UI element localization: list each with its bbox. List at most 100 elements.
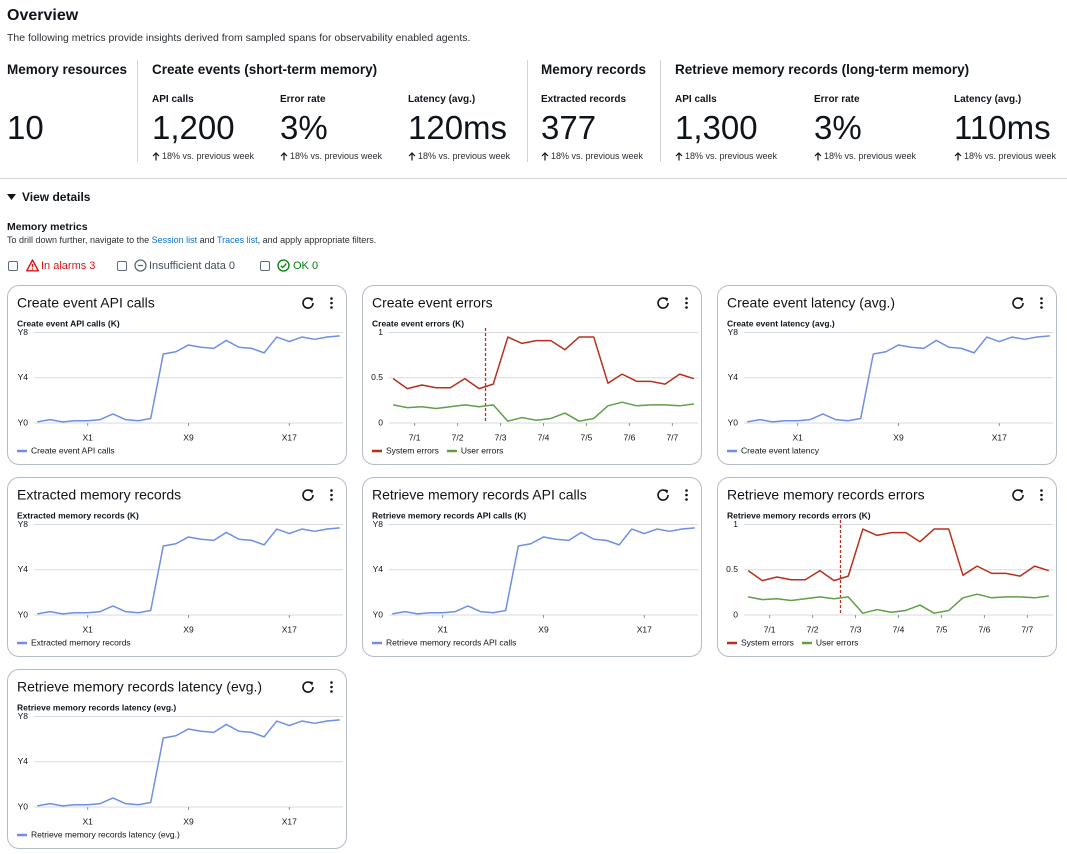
legend-label: Extracted memory records <box>31 637 131 647</box>
separator <box>527 60 528 162</box>
refresh-button[interactable] <box>1012 297 1024 309</box>
group-title: Create events (short-term memory) <box>152 62 378 77</box>
metric-change: 18% vs. previous week <box>152 151 254 161</box>
menu-dot <box>1040 493 1043 497</box>
divider <box>0 178 1067 179</box>
x-tick-label: X17 <box>282 816 297 826</box>
link[interactable]: Traces list <box>216 235 258 245</box>
widget-title: Create event API calls <box>17 295 155 311</box>
widget-card: Retrieve memory records errors Retrieve m… <box>717 477 1057 657</box>
metric-value: 377 <box>541 109 597 146</box>
group-title: Memory records <box>541 62 647 77</box>
widget-chart: Create event errors Create event errors (… <box>371 295 698 455</box>
menu-button[interactable] <box>330 489 333 501</box>
metric-label: Latency (avg.) <box>408 94 476 105</box>
separator <box>660 60 661 162</box>
menu-button[interactable] <box>330 297 333 309</box>
x-tick-label: X1 <box>82 816 93 826</box>
x-tick-label: 7/4 <box>538 432 550 442</box>
x-tick-label: 7/3 <box>850 624 862 634</box>
refresh-arrow <box>309 489 314 494</box>
refresh-arrow <box>664 489 669 494</box>
refresh-arrow <box>1019 489 1024 494</box>
refresh-button[interactable] <box>657 297 669 309</box>
menu-dot <box>1040 489 1043 492</box>
arrow-up-icon <box>280 151 288 160</box>
y-tick-label: Y0 <box>18 609 29 619</box>
legend-label: Retrieve memory records API calls <box>386 637 516 647</box>
menu-dot <box>685 498 688 501</box>
menu-dot <box>1040 297 1043 300</box>
y-tick-label: 1 <box>378 327 383 337</box>
metric-change: 18% vs. previous week <box>280 151 382 161</box>
menu-button[interactable] <box>330 681 333 693</box>
metric-value: 10 <box>7 109 44 146</box>
x-tick-label: X1 <box>82 432 93 442</box>
widget-card: Create event API calls Create event API c… <box>7 285 347 465</box>
legend-label: System errors <box>741 637 794 647</box>
x-tick-label: 7/4 <box>893 624 905 634</box>
menu-dot <box>330 301 333 305</box>
menu-dot <box>1040 301 1043 305</box>
y-tick-label: 0.5 <box>726 564 738 574</box>
menu-dot <box>330 493 333 497</box>
widget-title: Retrieve memory records latency (evg.) <box>17 679 262 695</box>
refresh-button[interactable] <box>302 681 314 693</box>
widget-chart: Retrieve memory records errors Retrieve m… <box>726 487 1053 647</box>
menu-dot <box>330 685 333 689</box>
chart-title: Create event errors (K) <box>372 318 464 328</box>
checkbox[interactable] <box>260 261 270 271</box>
refresh-arrow <box>664 297 669 302</box>
link[interactable]: Session list <box>151 235 198 245</box>
y-tick-label: Y0 <box>18 417 29 427</box>
insufficient-icon <box>134 259 147 272</box>
text: , and apply appropriate filters. <box>257 235 377 245</box>
arrow-up-icon <box>152 151 160 160</box>
widget-card: Create event errors Create event errors (… <box>362 285 702 465</box>
arrow <box>814 151 822 160</box>
y-tick-label: 0.5 <box>371 372 383 382</box>
x-tick-label: X17 <box>992 432 1007 442</box>
series-line <box>748 593 1049 614</box>
series-line <box>37 527 340 615</box>
metric-value: 1,200 <box>152 109 235 146</box>
menu-dot <box>685 297 688 300</box>
x-tick-label: 7/5 <box>936 624 948 634</box>
refresh-button[interactable] <box>657 489 669 501</box>
series-line <box>392 336 695 390</box>
refresh-arrow <box>309 297 314 302</box>
menu-dot <box>685 306 688 309</box>
menu-dot <box>685 493 688 497</box>
refresh-icon <box>302 489 314 501</box>
y-tick-label: Y8 <box>18 327 29 337</box>
menu-button[interactable] <box>685 489 688 501</box>
menu-button[interactable] <box>685 297 688 309</box>
x-tick-label: 7/1 <box>764 624 776 634</box>
refresh-button[interactable] <box>302 489 314 501</box>
y-tick-label: Y0 <box>728 417 739 427</box>
metric-value: 1,300 <box>675 109 758 146</box>
chart-title: Create event API calls (K) <box>17 318 120 328</box>
x-tick-label: 7/6 <box>979 624 991 634</box>
metric-label: Extracted records <box>541 94 627 105</box>
group-title: Memory resources <box>7 62 128 77</box>
x-tick-label: 7/1 <box>409 432 421 442</box>
filter-label: OK 0 <box>293 260 319 272</box>
details-toggle[interactable]: View details <box>7 190 90 204</box>
x-tick-label: X17 <box>282 624 297 634</box>
checkbox[interactable] <box>8 261 18 271</box>
menu-button[interactable] <box>1040 489 1043 501</box>
y-tick-label: Y4 <box>728 372 739 382</box>
ok-icon <box>277 259 290 272</box>
refresh-button[interactable] <box>302 297 314 309</box>
checkbox[interactable] <box>117 261 127 271</box>
menu-dot <box>1040 306 1043 309</box>
page-description: The following metrics provide insights d… <box>7 32 471 44</box>
text: and <box>197 235 217 245</box>
change-text: 18% vs. previous week <box>551 151 644 161</box>
refresh-button[interactable] <box>1012 489 1024 501</box>
metric-label: API calls <box>675 94 717 105</box>
menu-button[interactable] <box>1040 297 1043 309</box>
menu-dot <box>330 297 333 300</box>
widget-title: Extracted memory records <box>17 487 181 503</box>
